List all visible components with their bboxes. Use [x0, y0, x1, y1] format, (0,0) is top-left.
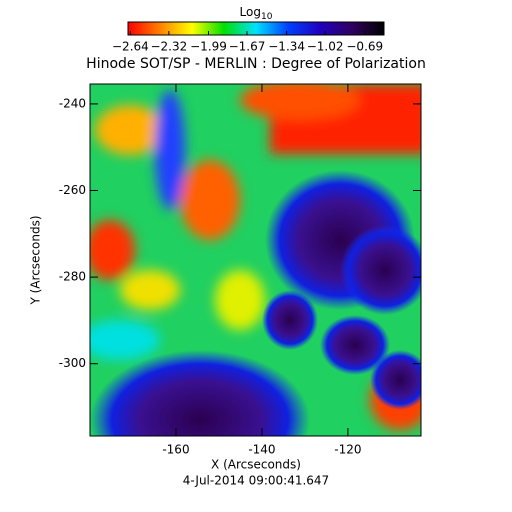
colorbar [127, 21, 385, 36]
y-axis-label: Y (Arcseconds) [29, 215, 43, 305]
colorbar-label: Log10 [240, 5, 273, 22]
heatmap-image [90, 84, 421, 436]
colorbar-tick-label: −2.32 [150, 40, 187, 54]
y-tick-label: -240 [59, 96, 86, 110]
colorbar-tick-label: −1.67 [229, 40, 266, 54]
y-tick-label: -260 [59, 183, 86, 197]
y-tick-label: -300 [59, 356, 86, 370]
x-tick-label: -120 [334, 443, 361, 457]
colorbar-tick-label: −1.02 [307, 40, 344, 54]
x-axis-label: X (Arcseconds) [211, 458, 301, 472]
colorbar-tick-label: −2.64 [112, 40, 149, 54]
x-tick-label: -160 [162, 443, 189, 457]
x-tick-label: -140 [248, 443, 275, 457]
chart-title: Hinode SOT/SP - MERLIN : Degree of Polar… [86, 56, 426, 72]
plot-frame [89, 83, 422, 437]
colorbar-tick-label: −1.34 [268, 40, 305, 54]
colorbar-tick-label: −1.99 [190, 40, 227, 54]
colorbar-tick-label: −0.69 [346, 40, 383, 54]
colorbar-label-subscript: 10 [261, 12, 273, 22]
colorbar-label-text: Log [240, 5, 261, 19]
y-tick-label: -280 [59, 270, 86, 284]
date-label: 4-Jul-2014 09:00:41.647 [183, 474, 329, 488]
